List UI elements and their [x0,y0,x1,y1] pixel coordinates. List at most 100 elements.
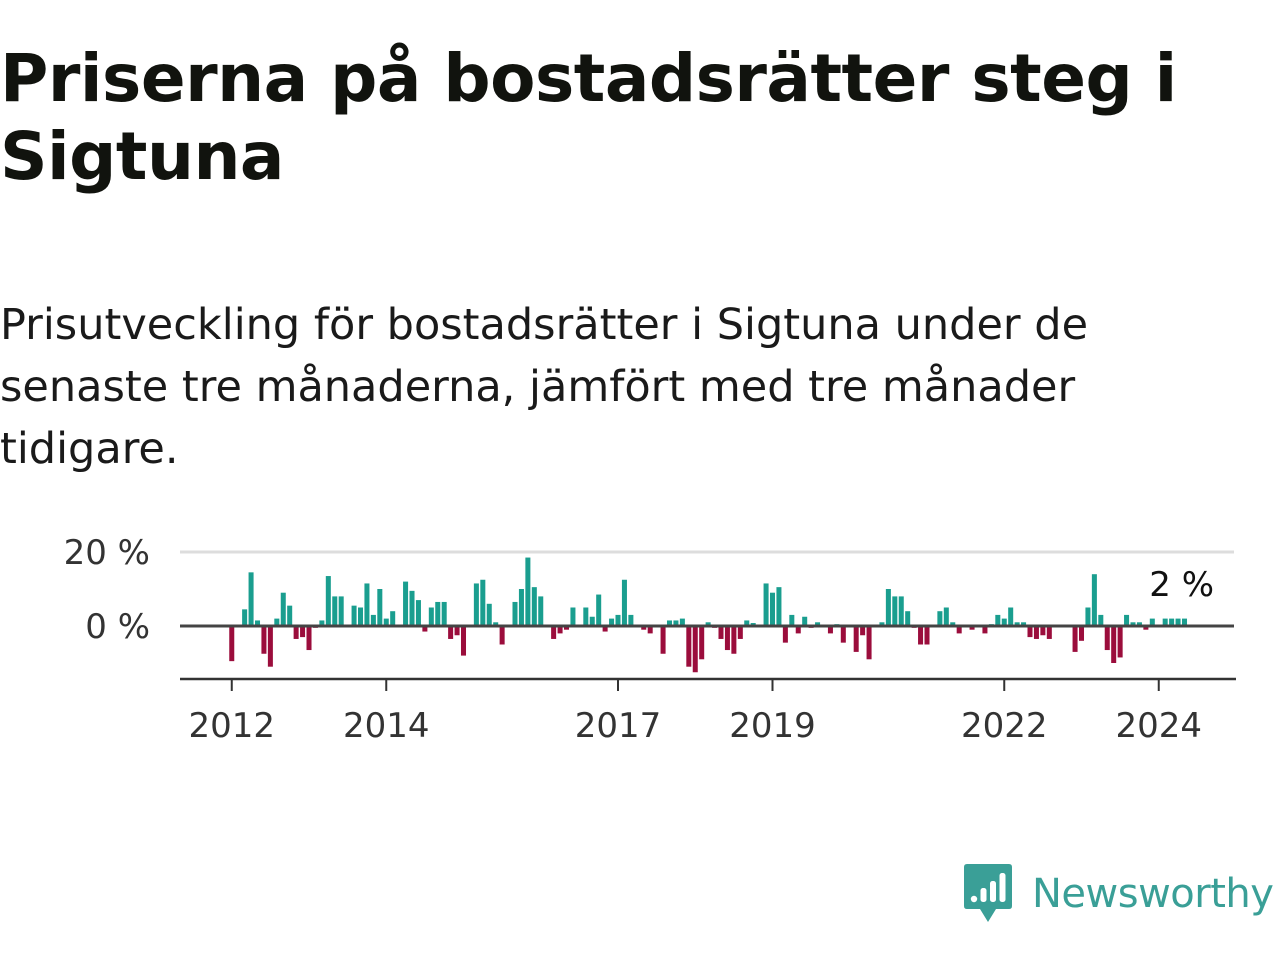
bar [563,626,570,630]
bar [705,622,711,626]
bar [673,620,679,626]
bar [621,579,627,626]
bar [1046,626,1052,639]
bar [1124,614,1130,626]
x-tick-label: 2022 [961,706,1048,740]
bar [229,626,235,662]
bar [473,583,479,626]
bar [1181,618,1188,626]
bar [531,587,537,626]
bar [538,596,544,626]
bar [422,626,428,632]
bar [287,605,293,626]
bars-layer [229,557,1188,673]
bar [724,626,730,651]
x-tick-label: 2019 [729,706,816,740]
chart-title: Priserna på bostadsrätter steg i Sigtuna [0,40,1177,195]
bar [860,626,866,636]
bar [242,609,248,626]
bar [718,626,724,639]
bar [480,579,486,626]
bar [615,614,621,626]
newsworthy-logo: Newsworthy [962,862,1274,926]
bar [1091,574,1097,626]
bar [1117,626,1123,658]
bar [995,614,1001,626]
bar [795,626,801,634]
bar [319,620,325,626]
bar [1149,618,1155,626]
bar [1027,626,1033,638]
bar [924,626,930,645]
bar [737,626,743,639]
bar [454,626,460,636]
bar [1136,622,1142,626]
bar [486,603,492,626]
bar [274,618,280,626]
bar [1162,618,1168,626]
bar [679,618,685,626]
x-tick-label: 2012 [188,706,275,740]
axis-layer: 2012 2014 2017 2019 2022 2024 2 % [180,565,1236,740]
bar [1078,626,1085,641]
bar [660,626,666,654]
bar [435,601,441,626]
bar [428,607,434,626]
bar [280,592,286,626]
bar [267,626,273,667]
bar [390,611,396,626]
bar [1072,626,1078,652]
bar [1175,618,1181,626]
bar [248,572,254,626]
brand-name: Newsworthy [1032,871,1274,917]
bar [293,626,299,639]
bar [731,626,737,654]
bar [1021,622,1027,626]
bar [1085,607,1091,626]
bar [782,626,788,643]
latest-value-annotation: 2 % [1149,565,1214,605]
bar [332,596,338,626]
bar [802,616,808,626]
bar [853,626,859,652]
bar [628,614,634,626]
bar [415,600,421,626]
bar [370,614,376,626]
bar [364,583,370,626]
bar [518,589,524,626]
bar [499,626,505,645]
bar [551,626,557,639]
bar [879,622,885,626]
bar [950,622,956,626]
bar-chart: 0 % 20 % 2012 2014 2017 2019 2022 2024 2 % [64,533,1236,740]
bar [641,626,647,630]
bar [1098,614,1104,626]
bar [905,611,911,626]
newsworthy-logo-icon [964,864,1012,922]
bar [460,626,467,656]
bar [441,601,447,626]
bar [448,626,454,639]
bar [943,607,949,626]
bar [1008,607,1014,626]
bar [589,616,595,626]
bar [769,592,776,626]
bar [493,622,499,626]
y-tick-label: 0 % [85,607,150,647]
bar [351,605,357,626]
bar [885,589,891,626]
x-tick-label: 2024 [1115,706,1202,740]
bar [1169,618,1175,626]
bar [892,596,898,626]
bar [255,620,261,626]
bar [918,626,924,645]
bar [583,607,589,626]
bar [982,626,988,634]
bar [827,626,833,634]
bar [512,601,518,626]
bar [383,618,389,626]
bar [1040,626,1046,636]
bar [815,622,821,626]
bar [557,626,563,634]
bar [403,581,409,626]
